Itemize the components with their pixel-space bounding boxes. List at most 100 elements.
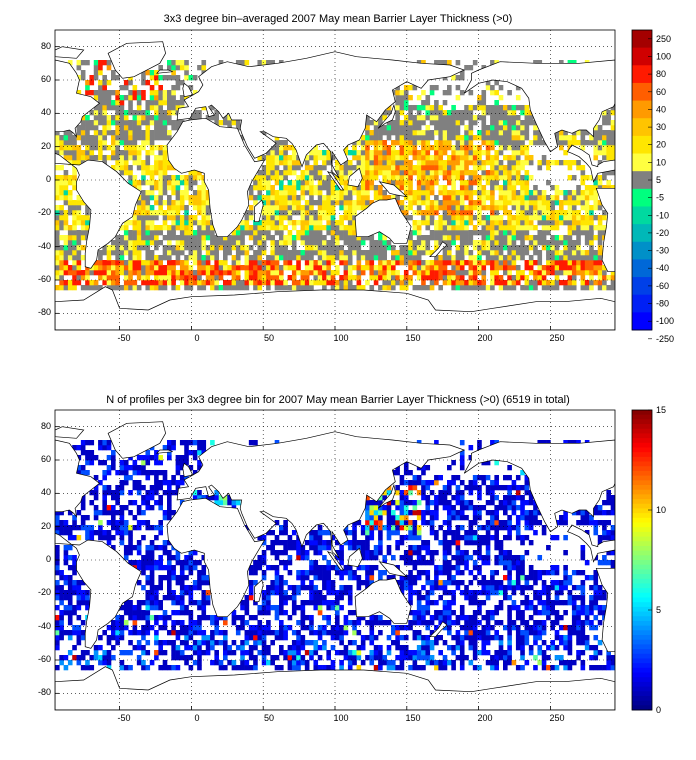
- heatmap-cell: [464, 260, 469, 266]
- heatmap-cell: [567, 260, 573, 266]
- heatmap-cell: [128, 280, 133, 286]
- heatmap-cell: [106, 535, 112, 541]
- heatmap-cell: [408, 150, 413, 156]
- heatmap-cell: [378, 260, 383, 266]
- heatmap-cell: [274, 180, 280, 186]
- heatmap-cell: [408, 175, 413, 181]
- heatmap-cell: [472, 270, 478, 276]
- heatmap-cell: [356, 275, 362, 281]
- heatmap-cell: [472, 240, 478, 246]
- heatmap-cell: [154, 605, 159, 611]
- heatmap-cell: [520, 135, 525, 141]
- heatmap-cell: [412, 135, 418, 141]
- heatmap-cell: [589, 210, 594, 216]
- heatmap-cell: [149, 175, 155, 181]
- heatmap-cell: [67, 555, 73, 561]
- heatmap-cell: [111, 115, 116, 121]
- heatmap-cell: [356, 265, 362, 271]
- heatmap-cell: [425, 275, 431, 281]
- heatmap-cell: [141, 175, 146, 181]
- heatmap-cell: [503, 260, 508, 266]
- heatmap-cell: [322, 555, 327, 561]
- heatmap-cell: [279, 635, 284, 641]
- y-tick-label: 80: [41, 41, 51, 51]
- heatmap-cell: [93, 280, 99, 286]
- heatmap-cell: [421, 240, 426, 246]
- heatmap-cell: [136, 185, 142, 191]
- heatmap-cell: [67, 250, 73, 256]
- heatmap-cell: [192, 190, 198, 196]
- heatmap-cell: [360, 615, 366, 621]
- heatmap-cell: [231, 255, 237, 261]
- heatmap-cell: [175, 650, 181, 656]
- heatmap-cell: [231, 280, 237, 286]
- heatmap-cell: [472, 265, 478, 271]
- heatmap-cell: [287, 250, 293, 256]
- heatmap-cell: [132, 210, 138, 216]
- heatmap-cell: [119, 460, 125, 466]
- heatmap-cell: [132, 465, 138, 471]
- heatmap-cell: [210, 245, 215, 251]
- x-tick-label: 200: [477, 333, 492, 343]
- heatmap-cell: [515, 175, 521, 181]
- heatmap-cell: [356, 205, 362, 211]
- heatmap-cell: [520, 240, 525, 246]
- heatmap-cell: [171, 90, 176, 96]
- heatmap-cell: [584, 195, 590, 201]
- heatmap-cell: [412, 260, 418, 266]
- heatmap-cell: [378, 550, 383, 556]
- heatmap-cell: [515, 280, 521, 286]
- heatmap-cell: [59, 520, 64, 526]
- heatmap-cell: [593, 150, 599, 156]
- heatmap-cell: [459, 200, 465, 206]
- heatmap-cell: [201, 220, 207, 226]
- heatmap-cell: [442, 260, 448, 266]
- heatmap-cell: [317, 665, 323, 671]
- heatmap-cell: [386, 165, 392, 171]
- heatmap-cell: [589, 285, 594, 291]
- heatmap-cell: [373, 545, 379, 551]
- heatmap-cell: [175, 470, 181, 476]
- heatmap-cell: [119, 225, 125, 231]
- heatmap-cell: [425, 240, 431, 246]
- heatmap-cell: [253, 200, 258, 206]
- heatmap-cell: [391, 520, 396, 526]
- heatmap-cell: [352, 520, 357, 526]
- heatmap-cell: [576, 265, 581, 271]
- heatmap-cell: [597, 270, 603, 276]
- heatmap-cell: [158, 470, 163, 476]
- colorbar-label: -40: [656, 263, 669, 273]
- heatmap-cell: [162, 610, 168, 616]
- heatmap-cell: [291, 155, 297, 161]
- heatmap-cell: [528, 140, 534, 146]
- heatmap-cell: [403, 260, 409, 266]
- heatmap-cell: [559, 210, 564, 216]
- heatmap-cell: [382, 245, 387, 251]
- heatmap-cell: [158, 200, 163, 206]
- heatmap-cell: [162, 640, 168, 646]
- heatmap-cell: [162, 150, 168, 156]
- heatmap-cell: [257, 630, 263, 636]
- heatmap-cell: [395, 85, 400, 91]
- heatmap-cell: [274, 135, 280, 141]
- heatmap-cell: [205, 190, 211, 196]
- heatmap-cell: [154, 270, 159, 276]
- heatmap-cell: [378, 630, 383, 636]
- heatmap-cell: [386, 485, 392, 491]
- heatmap-cell: [85, 595, 90, 601]
- heatmap-cell: [188, 590, 194, 596]
- heatmap-cell: [128, 545, 133, 551]
- heatmap-cell: [416, 115, 422, 121]
- heatmap-cell: [179, 195, 185, 201]
- heatmap-cell: [132, 625, 138, 631]
- heatmap-cell: [352, 630, 357, 636]
- heatmap-cell: [459, 285, 465, 291]
- heatmap-cell: [132, 240, 138, 246]
- heatmap-cell: [369, 120, 375, 126]
- heatmap-cell: [67, 150, 73, 156]
- heatmap-cell: [59, 655, 64, 661]
- heatmap-cell: [511, 180, 517, 186]
- heatmap-cell: [231, 660, 237, 666]
- heatmap-cell: [339, 220, 344, 226]
- heatmap-cell: [468, 135, 474, 141]
